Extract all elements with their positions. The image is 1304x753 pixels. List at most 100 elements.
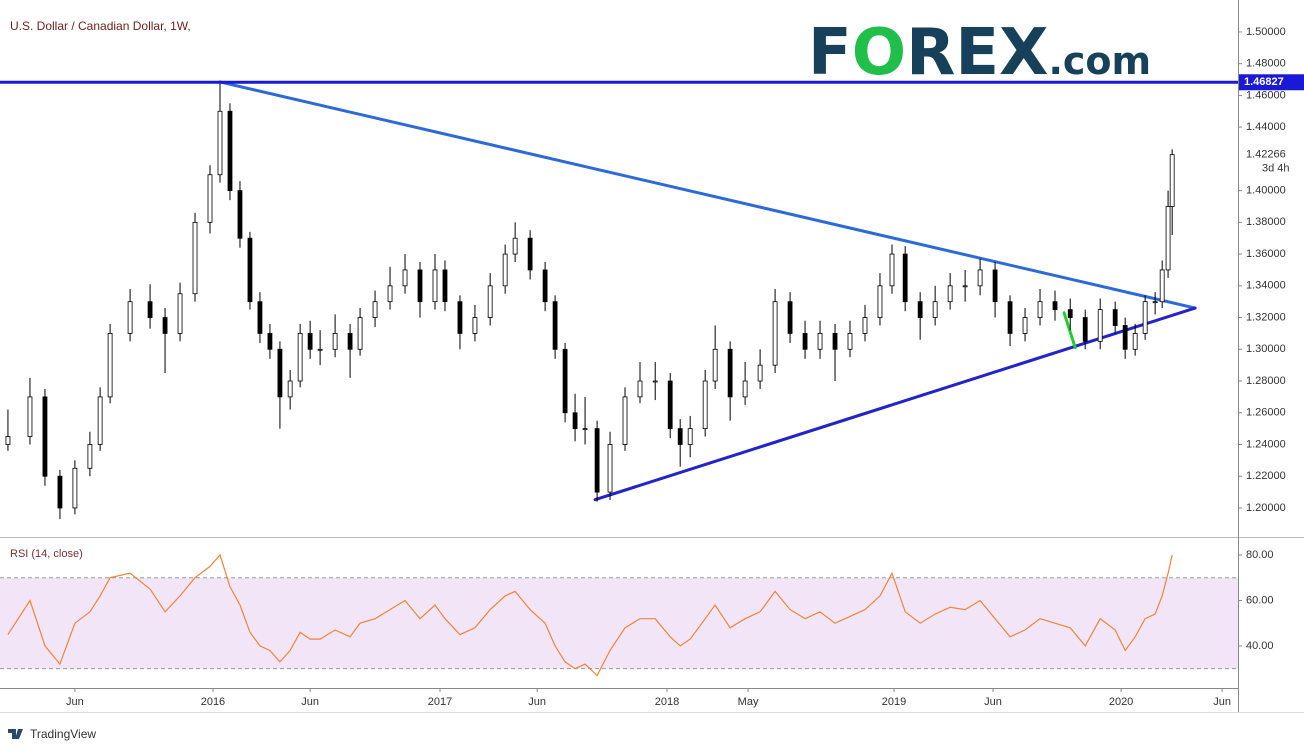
candle-body	[637, 380, 643, 398]
candle-body	[932, 301, 938, 318]
candle-body	[917, 301, 923, 318]
x-tick-label: 2019	[882, 696, 906, 708]
candle-body	[207, 174, 213, 223]
y-tick-label: 1.24000	[1246, 438, 1286, 450]
candle-body	[1067, 309, 1073, 318]
candle-body	[127, 301, 133, 334]
candle-body	[1152, 301, 1158, 304]
candle-body	[5, 436, 11, 445]
candle-body	[287, 380, 293, 398]
chart-title: U.S. Dollar / Canadian Dollar, 1W,	[10, 19, 191, 33]
candle-body	[787, 301, 793, 334]
candle-body	[877, 285, 883, 318]
candle-body	[862, 317, 868, 334]
candle-body	[1037, 301, 1043, 318]
candle-body	[432, 269, 438, 303]
candle-body	[772, 301, 778, 366]
candle-body	[57, 475, 63, 509]
candle-body	[347, 333, 353, 350]
x-tick-label: Jun	[528, 696, 546, 708]
candle-body	[1159, 269, 1165, 303]
candle-body	[1165, 206, 1171, 271]
candle-body	[817, 333, 823, 350]
candle-body	[847, 333, 853, 350]
candle-body	[267, 333, 273, 350]
candle-body	[594, 428, 600, 493]
y-tick-label: 1.48000	[1246, 58, 1286, 70]
candle-body	[622, 396, 628, 445]
rsi-line	[7, 553, 1173, 677]
x-tick-label: 2016	[201, 696, 225, 708]
candle-body	[372, 301, 378, 318]
candle-body	[992, 269, 998, 303]
candle-body	[977, 269, 983, 287]
candle-body	[1007, 301, 1013, 334]
candle-body	[757, 364, 763, 382]
logo: FOREX.com	[808, 16, 1151, 90]
candle-body	[702, 380, 708, 430]
y-tick-label: 1.30000	[1246, 343, 1286, 355]
footer-icon	[8, 729, 23, 739]
x-tick-label: Jun	[301, 696, 319, 708]
candle-body	[192, 221, 198, 295]
rsi-band	[0, 577, 1238, 669]
trendline	[1062, 311, 1077, 350]
rsi-tick-label: 60.00	[1246, 594, 1274, 606]
y-tick-label: 1.20000	[1246, 502, 1286, 514]
candle-body	[307, 333, 313, 350]
x-tick-label: 2017	[428, 696, 452, 708]
candle-body	[277, 348, 283, 398]
candle-body	[1052, 301, 1058, 311]
y-tick-label: 1.40000	[1246, 185, 1286, 197]
candle-body	[742, 380, 748, 398]
candle-body	[542, 269, 548, 303]
y-tick-label: 1.26000	[1246, 407, 1286, 419]
plot: 1.20000 1.22000 1.24000 1.26000 1.28000 1.300…	[0, 26, 1304, 708]
candle-body	[87, 444, 93, 469]
candle-body	[147, 301, 153, 318]
last-price-box	[1239, 146, 1303, 177]
x-tick-label: Jun	[66, 696, 84, 708]
candle-body	[1169, 154, 1175, 207]
countdown-label: 3d 4h	[1262, 163, 1290, 175]
y-tick-label: 1.22000	[1246, 470, 1286, 482]
candle-body	[227, 110, 233, 192]
candle-body	[552, 301, 558, 350]
footer-brand: TradingView	[30, 727, 96, 741]
candle-body	[27, 396, 33, 437]
candle-body	[962, 285, 968, 288]
candle-body	[902, 253, 908, 303]
candle-body	[72, 467, 78, 509]
candle-body	[832, 333, 838, 350]
candle-body	[582, 428, 588, 431]
candle-body	[802, 333, 808, 350]
candle-body	[162, 317, 168, 334]
candle-body	[667, 380, 673, 430]
logo-part: REX	[906, 16, 1048, 90]
candle-body	[1097, 309, 1103, 342]
candle-body	[687, 428, 693, 445]
y-tick-label: 1.32000	[1246, 311, 1286, 323]
level-label-box	[1238, 74, 1304, 91]
candle-body	[417, 269, 423, 303]
x-tick-label: 2020	[1109, 696, 1133, 708]
candle-body	[457, 301, 463, 334]
level-label: 1.46827	[1244, 76, 1284, 88]
candle-body	[712, 348, 718, 382]
y-tick-label: 1.50000	[1246, 26, 1286, 38]
logo-part: .com	[1048, 39, 1151, 83]
candle-body	[947, 285, 953, 303]
y-tick-label: 1.28000	[1246, 375, 1286, 387]
candle-body	[487, 285, 493, 318]
candle-body	[527, 237, 533, 271]
candle-body	[442, 269, 448, 303]
candle-body	[889, 253, 895, 287]
x-tick-label: 2018	[655, 696, 679, 708]
candle-body	[472, 317, 478, 334]
candle-body	[1142, 301, 1148, 334]
x-tick-label: Jun	[1213, 696, 1231, 708]
trendline	[593, 306, 1197, 502]
logo-part: F	[808, 16, 852, 90]
indicator-label: RSI (14, close)	[10, 548, 83, 560]
